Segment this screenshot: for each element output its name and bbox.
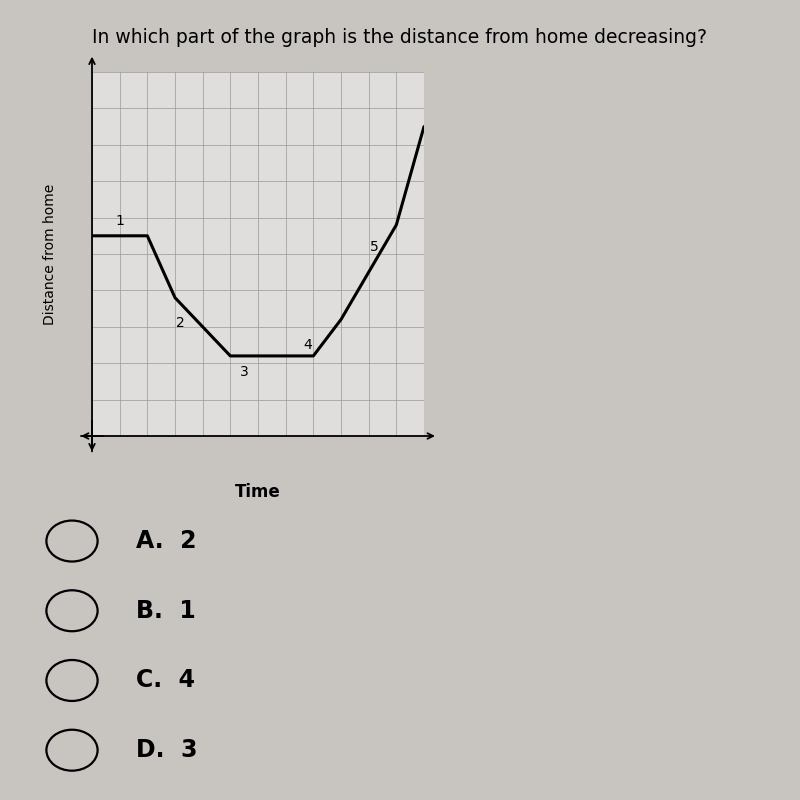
Text: Time: Time — [235, 483, 281, 502]
Text: In which part of the graph is the distance from home decreasing?: In which part of the graph is the distan… — [93, 28, 707, 47]
Text: 5: 5 — [370, 240, 378, 254]
Text: D.  3: D. 3 — [136, 738, 198, 762]
Text: B.  1: B. 1 — [136, 598, 196, 622]
Text: 3: 3 — [240, 366, 249, 379]
Text: Distance from home: Distance from home — [43, 183, 58, 325]
Text: A.  2: A. 2 — [136, 529, 197, 553]
Text: C.  4: C. 4 — [136, 669, 195, 693]
Text: 4: 4 — [303, 338, 312, 352]
Text: 1: 1 — [115, 214, 124, 228]
Text: 2: 2 — [176, 316, 185, 330]
